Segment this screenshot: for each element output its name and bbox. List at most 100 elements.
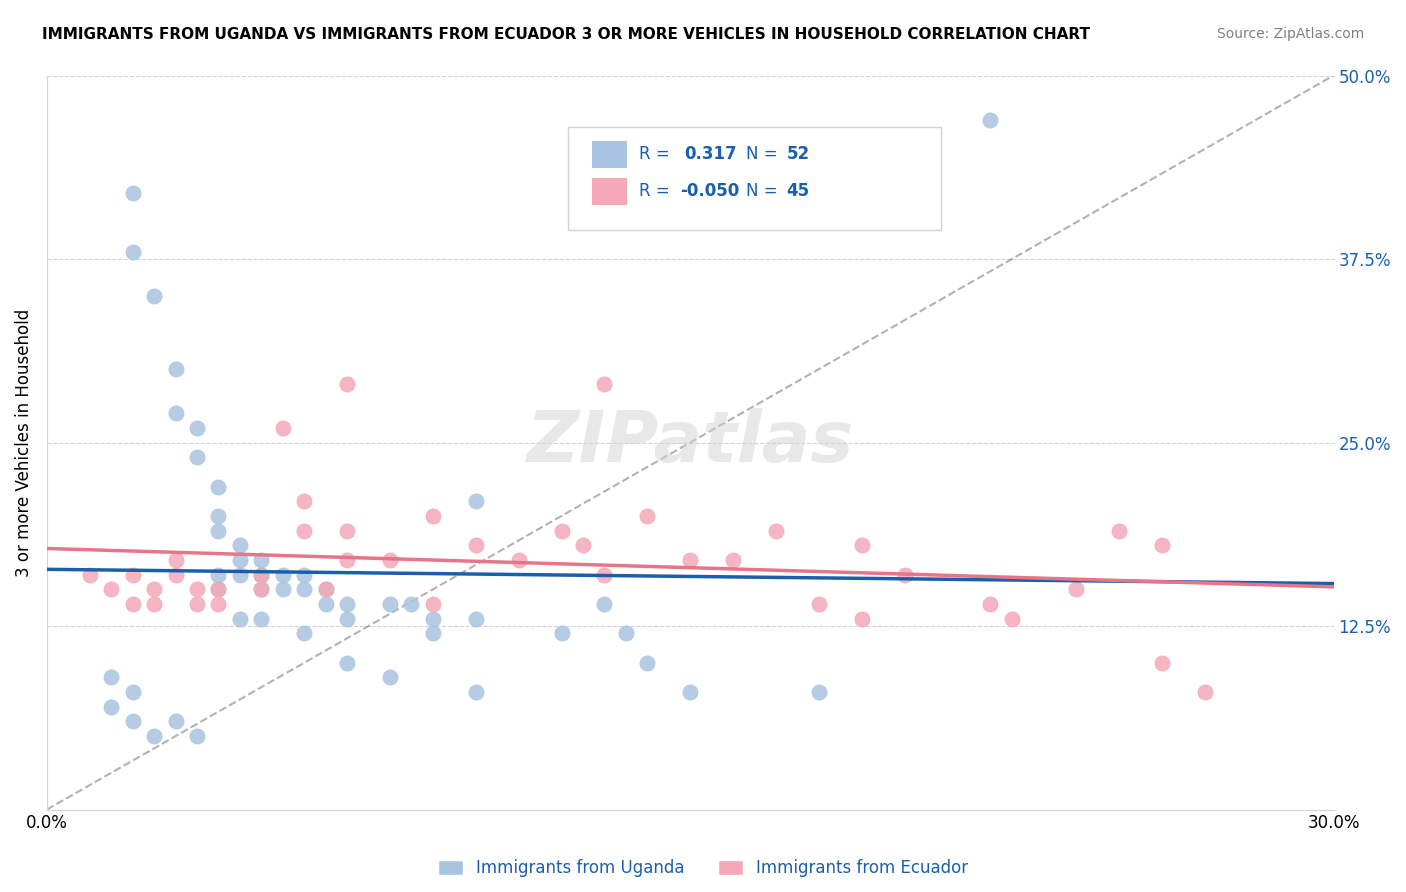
Point	[422, 508, 444, 523]
FancyBboxPatch shape	[568, 127, 941, 229]
Point	[1001, 612, 1024, 626]
Point	[464, 494, 486, 508]
Point	[100, 670, 122, 684]
Point	[271, 567, 294, 582]
Point	[315, 582, 337, 597]
Point	[229, 538, 252, 552]
Point	[121, 567, 143, 582]
Point	[207, 508, 229, 523]
Point	[250, 553, 273, 567]
Point	[186, 582, 208, 597]
Point	[679, 553, 702, 567]
Point	[229, 567, 252, 582]
Point	[378, 597, 401, 611]
Point	[165, 714, 187, 729]
Point	[851, 538, 873, 552]
Text: IMMIGRANTS FROM UGANDA VS IMMIGRANTS FROM ECUADOR 3 OR MORE VEHICLES IN HOUSEHOL: IMMIGRANTS FROM UGANDA VS IMMIGRANTS FRO…	[42, 27, 1090, 42]
Point	[121, 186, 143, 200]
Point	[121, 244, 143, 259]
Point	[229, 553, 252, 567]
Y-axis label: 3 or more Vehicles in Household: 3 or more Vehicles in Household	[15, 309, 32, 576]
Point	[292, 582, 315, 597]
Point	[292, 567, 315, 582]
Point	[121, 597, 143, 611]
Point	[636, 656, 658, 670]
Point	[336, 656, 359, 670]
Point	[422, 612, 444, 626]
Point	[250, 582, 273, 597]
Point	[1150, 538, 1173, 552]
Text: 45: 45	[787, 182, 810, 200]
Text: R =: R =	[638, 145, 669, 163]
Point	[207, 479, 229, 493]
Point	[143, 597, 166, 611]
Point	[186, 729, 208, 743]
Point	[336, 612, 359, 626]
Point	[378, 670, 401, 684]
Point	[550, 626, 572, 640]
Point	[422, 626, 444, 640]
Point	[186, 597, 208, 611]
Text: R =: R =	[638, 182, 669, 200]
Point	[401, 597, 423, 611]
Point	[165, 362, 187, 376]
FancyBboxPatch shape	[592, 141, 627, 168]
Point	[271, 421, 294, 435]
Point	[229, 612, 252, 626]
Legend: Immigrants from Uganda, Immigrants from Ecuador: Immigrants from Uganda, Immigrants from …	[432, 853, 974, 884]
Point	[143, 289, 166, 303]
Point	[464, 612, 486, 626]
Point	[165, 406, 187, 420]
Point	[121, 714, 143, 729]
Point	[250, 567, 273, 582]
Point	[807, 597, 830, 611]
Point	[250, 612, 273, 626]
Text: 0.317: 0.317	[683, 145, 737, 163]
Point	[1150, 656, 1173, 670]
Text: N =: N =	[745, 182, 778, 200]
Text: ZIPatlas: ZIPatlas	[526, 408, 853, 477]
Point	[336, 553, 359, 567]
Point	[593, 597, 616, 611]
Point	[292, 494, 315, 508]
Point	[572, 538, 595, 552]
Point	[807, 685, 830, 699]
Text: N =: N =	[745, 145, 778, 163]
Point	[508, 553, 530, 567]
Point	[207, 524, 229, 538]
Point	[1064, 582, 1087, 597]
Point	[336, 376, 359, 391]
Point	[721, 553, 744, 567]
Point	[292, 524, 315, 538]
Point	[100, 582, 122, 597]
Point	[464, 685, 486, 699]
Point	[79, 567, 101, 582]
Text: Source: ZipAtlas.com: Source: ZipAtlas.com	[1216, 27, 1364, 41]
Point	[100, 699, 122, 714]
Point	[250, 567, 273, 582]
Text: -0.050: -0.050	[681, 182, 740, 200]
FancyBboxPatch shape	[592, 178, 627, 204]
Point	[186, 450, 208, 465]
Point	[614, 626, 637, 640]
Point	[1194, 685, 1216, 699]
Point	[315, 597, 337, 611]
Point	[207, 567, 229, 582]
Point	[143, 582, 166, 597]
Point	[271, 582, 294, 597]
Point	[593, 567, 616, 582]
Point	[207, 597, 229, 611]
Point	[292, 626, 315, 640]
Point	[893, 567, 915, 582]
Point	[979, 597, 1001, 611]
Point	[336, 524, 359, 538]
Point	[378, 553, 401, 567]
Point	[636, 508, 658, 523]
Point	[765, 524, 787, 538]
Point	[679, 685, 702, 699]
Text: 52: 52	[787, 145, 810, 163]
Point	[593, 376, 616, 391]
Point	[550, 524, 572, 538]
Point	[207, 582, 229, 597]
Point	[143, 729, 166, 743]
